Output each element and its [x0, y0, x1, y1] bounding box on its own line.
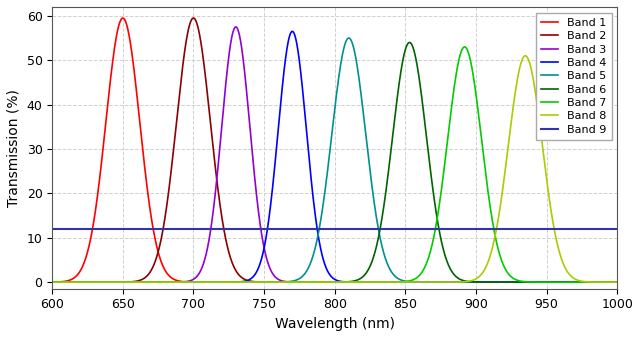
Band 4 [459, 280, 467, 284]
Band 2 [291, 280, 298, 284]
Band 2 [49, 280, 56, 284]
Band 7 [317, 280, 324, 284]
Line: Band 1: Band 1 [52, 18, 617, 282]
Band 7 [285, 280, 293, 284]
Band 1 [459, 280, 467, 284]
Band 4 [568, 280, 575, 284]
Band 1 [596, 280, 604, 284]
Band 5 [285, 280, 293, 284]
Band 2 [459, 280, 467, 284]
Band 3 [459, 280, 467, 284]
Band 6 [596, 280, 604, 284]
Band 1 [291, 280, 298, 284]
Band 4 [285, 34, 293, 38]
Band 6 [406, 41, 413, 45]
Band 1 [568, 280, 575, 284]
Band 3 [49, 280, 56, 284]
Band 4 [49, 280, 56, 284]
Band 2 [596, 280, 604, 284]
Line: Band 7: Band 7 [52, 47, 617, 282]
Band 5 [345, 36, 353, 40]
Band 4 [317, 247, 324, 251]
Band 5 [613, 280, 621, 284]
Legend: Band 1, Band 2, Band 3, Band 4, Band 5, Band 6, Band 7, Band 8, Band 9: Band 1, Band 2, Band 3, Band 4, Band 5, … [536, 13, 612, 140]
Band 5 [49, 280, 56, 284]
Band 1 [119, 16, 127, 20]
Band 7 [461, 45, 468, 49]
X-axis label: Wavelength (nm): Wavelength (nm) [275, 317, 395, 331]
Y-axis label: Transmission (%): Transmission (%) [7, 89, 21, 207]
Band 2 [286, 280, 294, 284]
Line: Band 4: Band 4 [52, 31, 617, 282]
Band 8 [459, 280, 467, 284]
Band 7 [596, 280, 604, 284]
Band 5 [317, 219, 324, 223]
Line: Band 8: Band 8 [52, 56, 617, 282]
Band 7 [290, 280, 298, 284]
Band 6 [459, 279, 467, 283]
Band 3 [613, 280, 621, 284]
Band 3 [568, 280, 575, 284]
Band 8 [568, 275, 575, 279]
Band 6 [285, 280, 293, 284]
Band 4 [289, 29, 296, 33]
Band 2 [189, 16, 197, 20]
Band 5 [290, 279, 298, 283]
Line: Band 3: Band 3 [52, 27, 617, 282]
Band 8 [522, 54, 529, 58]
Band 7 [568, 280, 575, 284]
Band 1 [613, 280, 621, 284]
Band 3 [286, 280, 294, 284]
Band 3 [291, 280, 298, 284]
Band 5 [568, 280, 575, 284]
Band 6 [49, 280, 56, 284]
Band 5 [459, 280, 467, 284]
Band 7 [459, 47, 467, 51]
Band 4 [291, 31, 298, 35]
Band 8 [596, 280, 604, 284]
Band 4 [613, 280, 621, 284]
Band 2 [613, 280, 621, 284]
Line: Band 5: Band 5 [52, 38, 617, 282]
Band 7 [49, 280, 56, 284]
Line: Band 6: Band 6 [52, 43, 617, 282]
Band 3 [596, 280, 604, 284]
Band 8 [613, 280, 621, 284]
Band 4 [596, 280, 604, 284]
Band 8 [49, 280, 56, 284]
Band 2 [568, 280, 575, 284]
Band 6 [568, 280, 575, 284]
Band 6 [317, 280, 324, 284]
Band 6 [290, 280, 298, 284]
Line: Band 2: Band 2 [52, 18, 617, 282]
Band 1 [317, 280, 324, 284]
Band 2 [317, 280, 324, 284]
Band 7 [613, 280, 621, 284]
Band 8 [317, 280, 324, 284]
Band 5 [596, 280, 604, 284]
Band 1 [49, 280, 56, 284]
Band 3 [232, 25, 240, 29]
Band 1 [286, 280, 294, 284]
Band 3 [317, 280, 324, 284]
Band 8 [290, 280, 298, 284]
Band 6 [613, 280, 621, 284]
Band 8 [285, 280, 293, 284]
